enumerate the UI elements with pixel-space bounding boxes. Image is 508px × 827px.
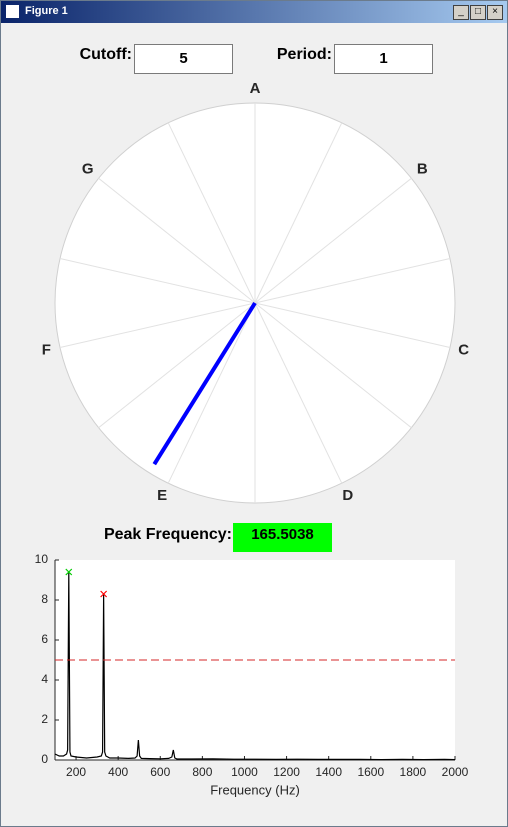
peak-marker [65, 568, 73, 576]
spectrum-line [54, 571, 456, 761]
x-tick-label: 600 [150, 765, 170, 779]
polar-spoke [167, 122, 256, 304]
theta-label: A [250, 80, 261, 97]
cutoff-label: Cutoff: [79, 46, 132, 63]
close-button[interactable]: × [487, 5, 503, 20]
theta-label: F [42, 342, 51, 359]
polar-spoke [59, 302, 256, 348]
x-axis-label: Frequency (Hz) [210, 782, 300, 797]
x-tick-label: 1000 [231, 765, 258, 779]
polar-spoke [98, 302, 256, 429]
theta-label: B [417, 161, 428, 178]
app-icon [6, 5, 19, 18]
theta-label: D [342, 487, 353, 504]
polar-spoke [254, 122, 343, 304]
polar-spoke [167, 302, 256, 484]
polar-spoke [254, 177, 412, 304]
period-input[interactable]: 1 [334, 44, 433, 74]
y-tick-label: 6 [41, 632, 48, 646]
title-bar: Figure 1 _ □ × [1, 1, 507, 23]
x-tick-label: 2000 [442, 765, 469, 779]
needle [152, 301, 257, 466]
peak-label: Peak Frequency: [103, 526, 232, 543]
polar-spoke [254, 302, 412, 429]
x-tick-label: 200 [66, 765, 86, 779]
x-tick-label: 1600 [357, 765, 384, 779]
theta-label: G [82, 161, 94, 178]
cutoff-input[interactable]: 5 [134, 44, 233, 74]
x-tick-label: 1800 [400, 765, 427, 779]
y-tick-label: 4 [41, 672, 48, 686]
y-tick-label: 8 [41, 592, 48, 606]
polar-spoke [98, 177, 256, 304]
peak-marker [100, 590, 108, 598]
polar-spoke [254, 258, 451, 304]
maximize-button[interactable]: □ [470, 5, 486, 20]
y-tick-label: 2 [41, 712, 48, 726]
theta-label: C [458, 342, 469, 359]
theta-label: E [157, 487, 167, 504]
y-tick-label: 0 [41, 752, 48, 766]
polar-spoke [254, 302, 451, 348]
x-tick-label: 400 [108, 765, 128, 779]
period-label: Period: [276, 46, 332, 63]
x-tick-label: 1200 [273, 765, 300, 779]
x-tick-label: 800 [192, 765, 212, 779]
peak-display: 165.5038 [233, 523, 332, 552]
window-title: Figure 1 [25, 5, 68, 17]
polar-spoke [59, 258, 256, 304]
y-tick-label: 10 [35, 552, 49, 566]
minimize-button[interactable]: _ [453, 5, 469, 20]
polar-spoke [254, 302, 343, 484]
x-tick-label: 1400 [315, 765, 342, 779]
